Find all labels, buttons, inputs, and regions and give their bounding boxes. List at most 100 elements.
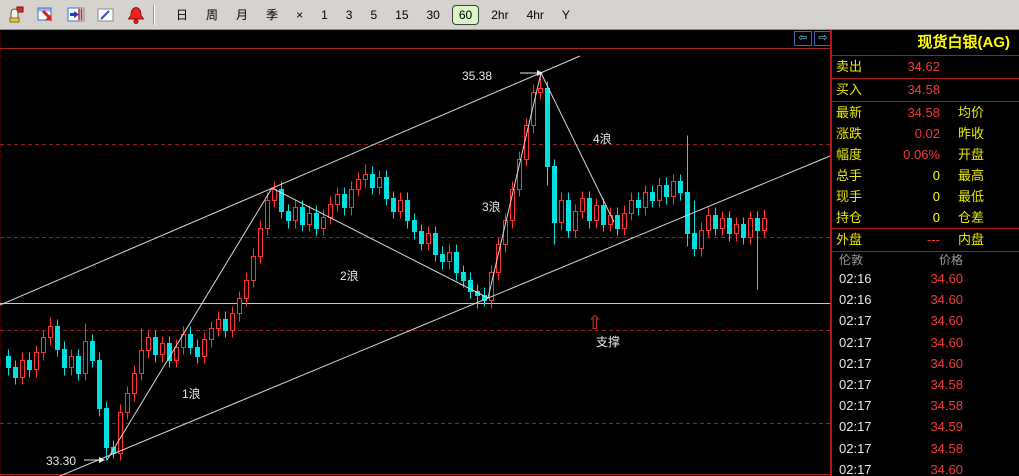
period-×[interactable]: × bbox=[296, 7, 304, 22]
popout-window-icon[interactable] bbox=[35, 4, 57, 26]
instrument-title: 现货白银(AG) bbox=[832, 30, 1019, 56]
candle-up bbox=[398, 192, 403, 219]
candle-down bbox=[405, 192, 410, 229]
period-1[interactable]: 1 bbox=[321, 7, 328, 22]
candle-up bbox=[622, 205, 627, 236]
candle-down bbox=[454, 244, 459, 281]
period-2hr[interactable]: 2hr bbox=[491, 7, 509, 22]
tick-time: 02:17 bbox=[839, 334, 872, 350]
candle-up bbox=[118, 404, 123, 461]
toolbar-separator bbox=[153, 4, 155, 25]
outer-lots-value: --- bbox=[927, 232, 940, 247]
candlestick-chart-area[interactable]: 35.38 33.30 1浪 2浪 3浪 4浪 ⇧ 支撑 ⇦ ⇨ bbox=[0, 30, 832, 476]
support-label: 支撑 bbox=[596, 334, 620, 349]
candle-down bbox=[97, 352, 102, 417]
candle-down bbox=[692, 200, 697, 257]
period-15[interactable]: 15 bbox=[395, 7, 409, 22]
candle-up bbox=[699, 222, 704, 257]
tick-time: 02:16 bbox=[839, 292, 872, 308]
period-Y[interactable]: Y bbox=[561, 7, 570, 22]
candle-up bbox=[146, 330, 151, 359]
tick-time: 02:17 bbox=[839, 419, 872, 435]
bid-row: 买入 34.58 bbox=[832, 79, 1019, 102]
candle-up bbox=[734, 217, 739, 242]
candle-down bbox=[90, 334, 95, 368]
tick-row: 02:17 34.60 bbox=[832, 353, 1019, 374]
tick-row: 02:17 34.60 bbox=[832, 332, 1019, 353]
period-5[interactable]: 5 bbox=[370, 7, 378, 22]
candle-up bbox=[657, 177, 662, 208]
quote-detail-row: 最新 34.58 均价 bbox=[832, 102, 1019, 123]
toolbar: 日 周 月 季 × 1 3 5 15 30 60 2hr 4hr Y bbox=[0, 0, 1019, 30]
quote-detail-row: 总手 0 最高 bbox=[832, 165, 1019, 186]
candle-down bbox=[755, 211, 760, 290]
candle-up bbox=[748, 211, 753, 245]
alarm-bell-icon[interactable] bbox=[125, 4, 147, 26]
quote-label: 现手 bbox=[836, 189, 863, 204]
candle-down bbox=[727, 211, 732, 242]
period-60[interactable]: 60 bbox=[451, 4, 480, 25]
draw-icon[interactable] bbox=[95, 4, 117, 26]
candle-down bbox=[391, 191, 396, 219]
scroll-left-button[interactable]: ⇦ bbox=[794, 31, 812, 46]
quote-value: 0.02 bbox=[914, 126, 940, 141]
hand-tool-icon[interactable] bbox=[5, 4, 27, 26]
period-4hr[interactable]: 4hr bbox=[526, 7, 544, 22]
candle-up bbox=[335, 187, 340, 212]
quote-value: 34.58 bbox=[907, 105, 940, 120]
candle-down bbox=[188, 326, 193, 355]
candle-up bbox=[265, 192, 270, 236]
tick-row: 02:16 34.60 bbox=[832, 268, 1019, 289]
quote-detail-row: 现手 0 最低 bbox=[832, 186, 1019, 207]
candle-up bbox=[69, 349, 74, 376]
candle-down bbox=[6, 349, 11, 376]
candle-down bbox=[153, 330, 158, 363]
candle-up bbox=[34, 345, 39, 378]
period-月[interactable]: 月 bbox=[236, 8, 249, 22]
candle-up bbox=[251, 248, 256, 288]
candle-down bbox=[195, 339, 200, 364]
quote-label: 幅度 bbox=[836, 147, 863, 162]
tick-list[interactable]: 02:16 34.60 02:16 34.60 02:17 34.60 02:17 34.60… bbox=[832, 268, 1019, 476]
candle-up bbox=[573, 204, 578, 238]
period-30[interactable]: 30 bbox=[426, 7, 440, 22]
peak-price-label: 35.38 bbox=[462, 69, 492, 83]
candle-up bbox=[426, 226, 431, 251]
period-日[interactable]: 日 bbox=[176, 8, 189, 22]
tick-price: 34.60 bbox=[930, 334, 963, 350]
candle-down bbox=[685, 135, 690, 247]
candle-down bbox=[76, 349, 81, 381]
candle-down bbox=[636, 192, 641, 216]
candle-down bbox=[13, 360, 18, 385]
candle-down bbox=[545, 81, 550, 186]
candle-up bbox=[580, 191, 585, 219]
tick-row: 02:16 34.60 bbox=[832, 289, 1019, 310]
period-3[interactable]: 3 bbox=[345, 7, 353, 22]
candle-up bbox=[671, 174, 676, 205]
dock-window-icon[interactable] bbox=[65, 4, 87, 26]
period-周[interactable]: 周 bbox=[206, 8, 219, 22]
quote-value: 34.58 bbox=[907, 82, 940, 97]
candle-down bbox=[342, 187, 347, 216]
support-arrow: ⇧ bbox=[587, 313, 603, 334]
candle-down bbox=[650, 185, 655, 208]
quote-label-right: 昨收 bbox=[958, 126, 985, 141]
quote-label-right: 最高 bbox=[958, 168, 985, 183]
candle-up bbox=[762, 209, 767, 238]
tick-price: 34.60 bbox=[930, 461, 963, 476]
tick-price: 34.59 bbox=[930, 419, 963, 435]
candle-up bbox=[328, 196, 333, 225]
tick-row: 02:17 34.58 bbox=[832, 395, 1019, 416]
period-季[interactable]: 季 bbox=[266, 8, 279, 22]
candle-down bbox=[468, 272, 473, 299]
candle-up bbox=[489, 265, 494, 309]
candlestick-chart[interactable]: 35.38 33.30 1浪 2浪 3浪 4浪 ⇧支撑 bbox=[0, 30, 831, 476]
tick-time: 02:17 bbox=[839, 376, 872, 392]
candle-up bbox=[307, 205, 312, 232]
candle-down bbox=[412, 213, 417, 240]
candle-up bbox=[447, 244, 452, 270]
tick-time: 02:17 bbox=[839, 313, 872, 329]
wave-1-label: 1浪 bbox=[182, 386, 201, 401]
tick-price: 34.60 bbox=[930, 271, 963, 286]
quote-value: 0.06% bbox=[903, 147, 940, 162]
